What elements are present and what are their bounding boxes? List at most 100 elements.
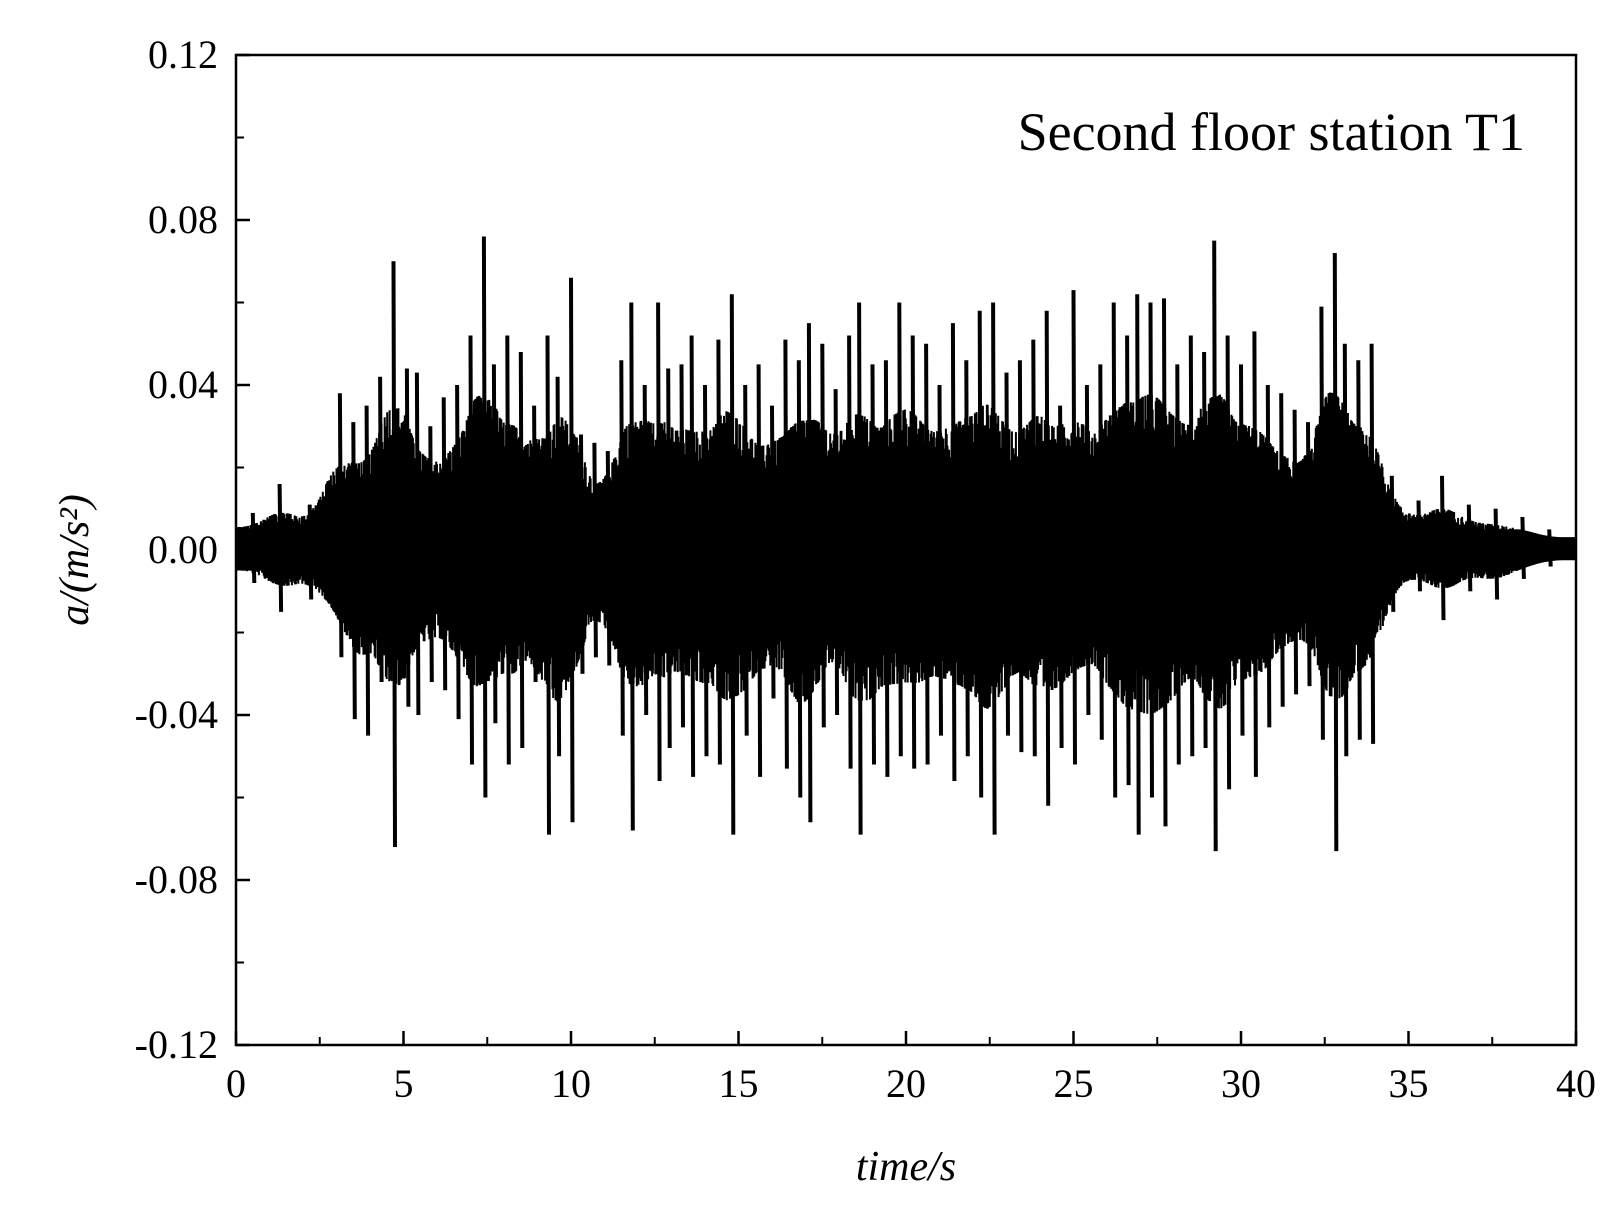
spike-mark [351, 422, 357, 720]
spike-mark [743, 384, 749, 736]
spike-mark [518, 351, 525, 749]
spike-mark [1239, 364, 1245, 736]
spike-mark [1466, 504, 1473, 592]
y-tick-label: 0.04 [148, 362, 218, 407]
x-tick-label: 15 [719, 1061, 759, 1106]
spike-mark [468, 335, 474, 765]
spike-mark [1031, 339, 1037, 757]
spike-mark [1135, 294, 1141, 835]
spike-mark [491, 364, 498, 724]
spike-mark [1084, 384, 1091, 716]
spike-mark [1058, 405, 1064, 749]
x-tick-label: 25 [1054, 1061, 1094, 1106]
spike-mark [991, 302, 997, 835]
spike-mark [428, 426, 434, 683]
spike-mark [532, 405, 538, 683]
spike-mark [555, 376, 562, 757]
spike-mark [481, 236, 488, 798]
spike-mark [505, 335, 511, 765]
spike-mark [250, 512, 257, 584]
spike-mark [820, 343, 826, 728]
spike-mark [579, 434, 585, 674]
spike-mark [1162, 298, 1168, 827]
x-tick-label: 30 [1221, 1061, 1261, 1106]
spike-mark [1252, 331, 1258, 777]
spike-mark [545, 335, 551, 835]
spike-mark [337, 393, 344, 658]
spike-mark [404, 368, 411, 707]
spike-mark [1265, 384, 1272, 728]
spike-mark [1292, 409, 1299, 695]
y-tick-label: 0.00 [148, 527, 218, 572]
spike-mark [1188, 335, 1195, 757]
x-tick-label: 20 [886, 1061, 926, 1106]
spike-mark [1493, 508, 1500, 600]
spike-mark [1306, 422, 1312, 687]
spike-mark [729, 294, 736, 835]
y-tick-label: -0.12 [135, 1022, 218, 1067]
spike-mark [455, 384, 461, 720]
spike-mark [716, 339, 722, 765]
x-tick-label: 35 [1389, 1061, 1429, 1106]
spike-mark [783, 339, 789, 769]
spike-mark [277, 483, 284, 612]
spike-mark [364, 405, 371, 736]
spike-mark [1071, 290, 1077, 765]
x-tick-label: 10 [551, 1061, 591, 1106]
spike-mark [950, 323, 957, 782]
chart-annotation: Second floor station T1 [1018, 102, 1525, 162]
spike-mark [897, 302, 903, 757]
spike-mark [1212, 240, 1218, 852]
spike-mark [307, 504, 314, 600]
spike-mark [1175, 364, 1181, 765]
spike-mark [666, 368, 672, 749]
x-tick-label: 0 [226, 1061, 246, 1106]
spike-mark [1369, 343, 1376, 744]
spike-mark [1520, 516, 1526, 579]
spike-mark [414, 372, 421, 716]
spike-mark [619, 360, 625, 736]
spike-mark [703, 384, 709, 757]
spike-mark [1440, 475, 1446, 621]
spike-mark [977, 310, 984, 798]
spike-mark [770, 405, 776, 699]
spike-mark [1279, 393, 1285, 707]
spike-mark [847, 335, 853, 769]
spike-mark [806, 323, 813, 823]
x-tick-label: 40 [1556, 1061, 1596, 1106]
spike-mark [1202, 351, 1208, 749]
spike-mark [1111, 302, 1118, 798]
spike-mark [656, 302, 662, 782]
y-tick-label: 0.12 [148, 32, 218, 77]
spike-mark [1017, 360, 1024, 753]
y-tick-label: 0.08 [148, 197, 218, 242]
spike-mark [1416, 500, 1422, 592]
spike-mark [1098, 364, 1104, 740]
spike-mark [1004, 372, 1010, 736]
spike-mark [883, 360, 890, 777]
spike-mark [378, 376, 384, 683]
y-tick-label: -0.04 [135, 692, 218, 737]
spike-mark [1547, 529, 1553, 567]
spike-mark [569, 277, 575, 823]
spike-mark [964, 360, 970, 757]
spike-mark [833, 389, 840, 716]
spike-mark [1125, 335, 1131, 786]
spike-mark [1044, 310, 1051, 806]
spike-mark [441, 397, 448, 691]
spike-mark [1319, 306, 1325, 740]
y-axis-title: a/(m/s²) [52, 494, 98, 626]
spike-mark [605, 450, 612, 666]
spike-mark [796, 360, 803, 798]
spike-mark [679, 364, 685, 728]
spike-mark [756, 364, 763, 777]
x-tick-label: 5 [394, 1061, 414, 1106]
spike-mark [592, 442, 598, 658]
x-axis-ticks: 0 5 10 15 20 25 30 35 40 [226, 1031, 1596, 1106]
spike-mark [1389, 475, 1396, 612]
spike-mark [857, 302, 863, 835]
spike-mark [924, 343, 930, 765]
spike-mark [1148, 302, 1154, 798]
spike-mark [910, 335, 917, 769]
